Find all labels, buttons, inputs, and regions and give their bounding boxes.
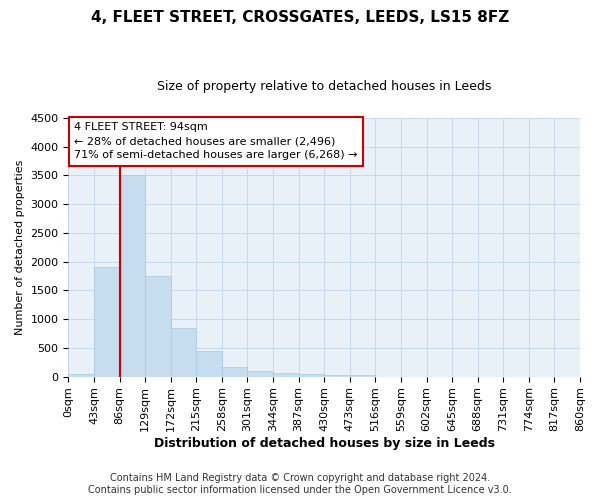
Bar — [247, 371, 273, 376]
Bar — [119, 176, 145, 376]
Title: Size of property relative to detached houses in Leeds: Size of property relative to detached ho… — [157, 80, 491, 93]
Text: Contains HM Land Registry data © Crown copyright and database right 2024.
Contai: Contains HM Land Registry data © Crown c… — [88, 474, 512, 495]
Bar — [299, 374, 324, 376]
Text: 4 FLEET STREET: 94sqm
← 28% of detached houses are smaller (2,496)
71% of semi-d: 4 FLEET STREET: 94sqm ← 28% of detached … — [74, 122, 358, 160]
Bar — [145, 276, 171, 376]
Bar — [222, 366, 247, 376]
Bar — [196, 350, 222, 376]
Bar — [68, 374, 94, 376]
X-axis label: Distribution of detached houses by size in Leeds: Distribution of detached houses by size … — [154, 437, 495, 450]
Text: 4, FLEET STREET, CROSSGATES, LEEDS, LS15 8FZ: 4, FLEET STREET, CROSSGATES, LEEDS, LS15… — [91, 10, 509, 25]
Bar — [273, 372, 299, 376]
Y-axis label: Number of detached properties: Number of detached properties — [15, 160, 25, 335]
Bar — [171, 328, 196, 376]
Bar — [94, 268, 119, 376]
Bar — [324, 375, 350, 376]
